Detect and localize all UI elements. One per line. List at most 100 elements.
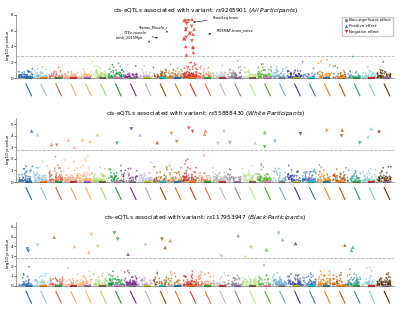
Point [137, 279, 144, 284]
Point [106, 283, 112, 288]
Point [275, 72, 282, 77]
Point [304, 170, 310, 175]
Point [200, 70, 207, 75]
Point [96, 179, 103, 184]
Point [92, 76, 98, 81]
Point [25, 249, 32, 254]
Point [219, 72, 226, 77]
Point [323, 282, 329, 287]
Point [72, 177, 79, 182]
Point [22, 72, 28, 77]
Point [154, 140, 160, 145]
Point [238, 67, 244, 72]
Point [318, 165, 324, 169]
Point [334, 280, 340, 285]
Point [325, 273, 332, 278]
Point [378, 282, 385, 287]
Point [52, 281, 59, 286]
Point [106, 72, 113, 77]
Text: GTEx-muscle: GTEx-muscle [123, 31, 157, 38]
Point [277, 283, 284, 288]
Point [227, 76, 234, 81]
Point [237, 283, 244, 288]
Point [379, 279, 385, 284]
Point [248, 177, 254, 182]
Point [25, 282, 32, 287]
Point [317, 75, 323, 80]
Point [240, 279, 247, 284]
Point [41, 174, 48, 179]
Point [377, 72, 383, 77]
Point [323, 71, 329, 76]
Point [293, 72, 299, 77]
Point [384, 179, 390, 183]
Point [231, 275, 238, 280]
Point [104, 176, 110, 181]
Point [243, 282, 249, 287]
Point [235, 76, 242, 81]
Point [167, 283, 173, 288]
Point [23, 75, 29, 80]
Point [69, 174, 76, 179]
Point [300, 76, 306, 81]
Point [303, 179, 309, 184]
Point [288, 73, 294, 78]
Point [362, 74, 368, 79]
Point [33, 173, 40, 178]
Point [132, 177, 139, 182]
Point [124, 74, 130, 79]
Point [222, 281, 228, 286]
Point [297, 279, 304, 284]
Point [44, 178, 51, 183]
Point [108, 76, 114, 81]
Point [273, 281, 279, 285]
Point [59, 74, 65, 79]
Point [59, 279, 66, 284]
Point [106, 166, 112, 171]
Point [33, 73, 40, 78]
Point [50, 179, 56, 184]
Point [353, 179, 359, 184]
Point [226, 173, 232, 178]
Point [332, 282, 338, 287]
Point [208, 176, 214, 181]
Point [246, 173, 252, 178]
Point [326, 73, 333, 78]
Point [264, 178, 270, 183]
Point [70, 280, 76, 285]
Point [80, 281, 86, 286]
Point [100, 173, 106, 178]
Point [140, 178, 146, 183]
Point [114, 283, 120, 288]
Point [145, 73, 152, 78]
Point [84, 74, 90, 79]
Point [176, 70, 182, 75]
Point [174, 75, 180, 80]
Point [190, 177, 196, 182]
Point [181, 35, 187, 40]
Point [383, 279, 389, 284]
Point [61, 282, 67, 287]
Point [268, 75, 274, 80]
Point [154, 75, 160, 80]
Point [341, 68, 347, 73]
Point [225, 173, 231, 178]
Point [139, 277, 146, 282]
Point [26, 281, 32, 285]
Point [71, 72, 78, 77]
Point [378, 75, 384, 80]
Point [126, 70, 132, 75]
Point [130, 282, 136, 287]
Point [186, 72, 192, 77]
Point [174, 280, 180, 285]
Point [95, 278, 101, 283]
Point [219, 76, 225, 81]
Point [265, 176, 271, 181]
Point [275, 283, 281, 288]
Point [300, 179, 306, 184]
Point [233, 175, 239, 180]
Point [186, 75, 193, 80]
Point [170, 178, 177, 183]
Point [189, 75, 195, 80]
Point [67, 176, 73, 181]
